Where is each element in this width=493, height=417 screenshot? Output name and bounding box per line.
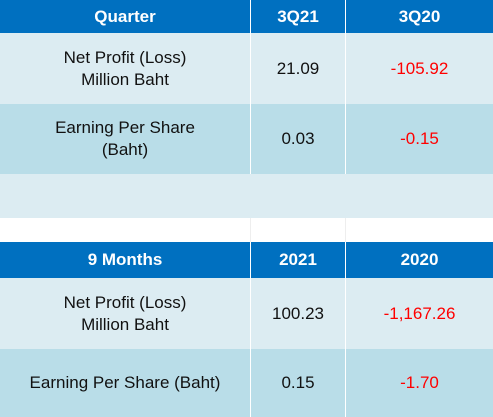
quarter-header-previous: 3Q20 [398,6,441,26]
spacer-row [0,218,493,242]
nine-months-net-profit-label: Net Profit (Loss) Million Baht [0,278,251,349]
nine-months-eps-current: 0.15 [251,349,346,417]
quarter-eps-label: Earning Per Share (Baht) [0,104,251,174]
quarter-net-profit-current: 21.09 [251,33,346,104]
nine-months-eps-previous: -1.70 [400,373,439,392]
nine-months-net-profit-previous: -1,167.26 [383,303,456,323]
quarter-eps-row: Earning Per Share (Baht) 0.03 -0.15 [0,104,493,174]
quarter-header-current: 3Q21 [251,0,346,33]
quarter-net-profit-row: Net Profit (Loss) Million Baht 21.09 -10… [0,33,493,104]
nine-months-header-current: 2021 [251,242,346,278]
nine-months-eps-row: Earning Per Share (Baht) 0.15 -1.70 [0,349,493,417]
quarter-blank-row [0,174,493,218]
quarter-net-profit-previous: -105.92 [390,58,449,78]
nine-months-header-label: 9 Months [0,242,251,278]
nine-months-net-profit-row: Net Profit (Loss) Million Baht 100.23 -1… [0,278,493,349]
nine-months-net-profit-current: 100.23 [251,278,346,349]
quarter-header-row: Quarter 3Q21 3Q20 [0,0,493,33]
quarter-header-label: Quarter [0,0,251,33]
nine-months-header-row: 9 Months 2021 2020 [0,242,493,278]
nine-months-eps-label: Earning Per Share (Baht) [0,349,251,417]
quarter-eps-current: 0.03 [251,104,346,174]
quarter-net-profit-label: Net Profit (Loss) Million Baht [0,33,251,104]
nine-months-header-previous: 2020 [400,250,439,269]
quarter-eps-previous: -0.15 [400,129,439,148]
